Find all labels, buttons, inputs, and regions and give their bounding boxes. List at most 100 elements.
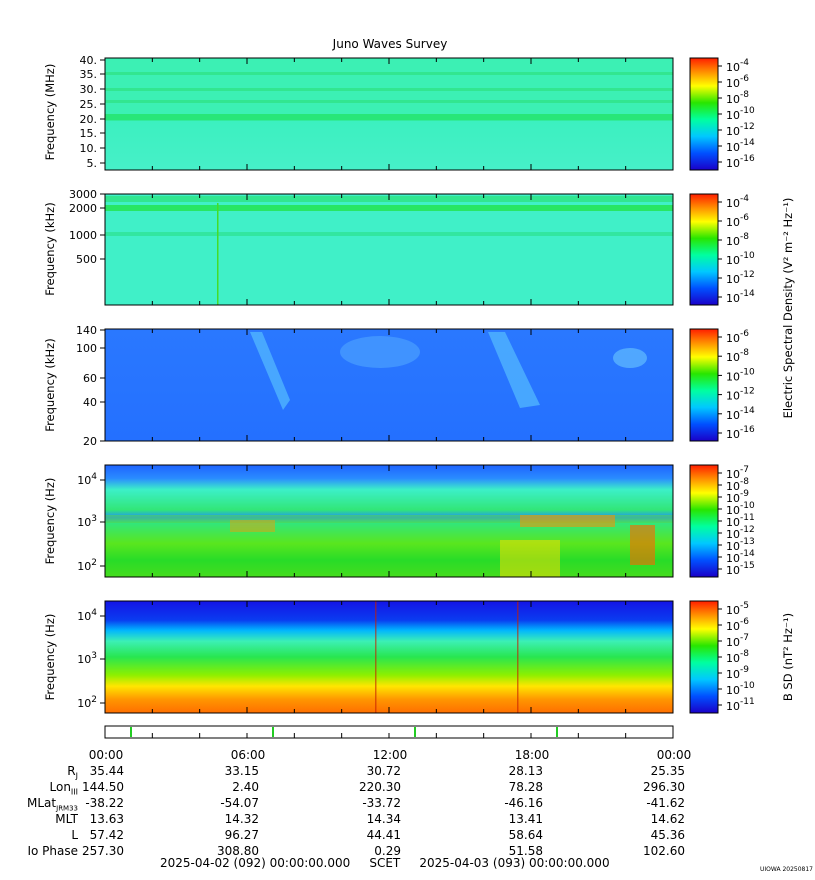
ephemeris-value: 58.64 bbox=[508, 828, 543, 842]
ephemeris-value: -41.62 bbox=[646, 796, 685, 810]
ephemeris-value: 96.27 bbox=[224, 828, 259, 842]
panel-1-ylabel: Frequency (MHz) bbox=[43, 64, 57, 161]
colorbar-tick-label: 10-7 bbox=[726, 633, 749, 649]
colorbars bbox=[689, 57, 719, 714]
colorbar-tick-label: 10-4 bbox=[726, 194, 749, 210]
panel-2-ylabel: Frequency (kHz) bbox=[43, 202, 57, 295]
y-tick-label: 10. bbox=[80, 142, 98, 155]
panel-5-spike bbox=[375, 601, 377, 713]
colorbar-tick-label: 10-10 bbox=[726, 501, 755, 517]
y-tick-label: 103 bbox=[77, 514, 97, 529]
panel-5 bbox=[104, 600, 674, 714]
panel-1-spectrogram bbox=[105, 58, 673, 170]
panel-4-emission bbox=[230, 520, 275, 532]
ephemeris-value: 57.42 bbox=[89, 828, 124, 842]
ephemeris-label-mlt: MLT bbox=[55, 812, 78, 826]
event-marker bbox=[414, 727, 416, 737]
y-tick-label: 103 bbox=[77, 651, 97, 666]
panel-3-feature bbox=[340, 336, 420, 368]
ephemeris-value: 14.32 bbox=[224, 812, 259, 826]
ephemeris-value: 308.80 bbox=[217, 844, 259, 858]
colorbar-tick-label: 10-15 bbox=[726, 561, 755, 577]
panel-1-band bbox=[105, 72, 673, 75]
time-label: 00:00 bbox=[656, 748, 692, 762]
colorbar-tick-label: 10-16 bbox=[726, 425, 755, 441]
colorbar-tick-label: 10-14 bbox=[726, 549, 755, 565]
y-tick-label: 20 bbox=[83, 435, 97, 448]
ephemeris-value: 78.28 bbox=[508, 780, 543, 794]
event-marker bbox=[272, 727, 274, 737]
ephemeris-value: 51.58 bbox=[508, 844, 543, 858]
colorbar-3 bbox=[689, 328, 719, 442]
time-range-footer: 2025-04-02 (092) 00:00:00.000 SCET 2025-… bbox=[160, 856, 610, 870]
panel-3-ylabel: Frequency (kHz) bbox=[43, 338, 57, 431]
colorbar-tick-label: 10-8 bbox=[726, 649, 749, 665]
chart-title: Juno Waves Survey bbox=[332, 37, 448, 51]
colorbar-tick-label: 10-5 bbox=[726, 601, 749, 617]
colorbar-tick-label: 10-12 bbox=[726, 525, 755, 541]
colorbar-tick-label: 10-8 bbox=[726, 477, 749, 493]
colorbar-tick-label: 10-12 bbox=[726, 122, 755, 138]
time-label: 12:00 bbox=[372, 748, 408, 762]
panel-2-band bbox=[105, 232, 673, 236]
colorbar-tick-label: 10-10 bbox=[726, 367, 755, 383]
panel-2-spike bbox=[217, 203, 219, 305]
colorbar-1 bbox=[689, 57, 719, 171]
panel-4-emission bbox=[500, 540, 560, 577]
ephemeris-label-io-phase: Io Phase bbox=[27, 844, 78, 858]
ephemeris-value: 220.30 bbox=[359, 780, 401, 794]
event-marker bbox=[130, 727, 132, 737]
ephemeris-value: 0.29 bbox=[374, 844, 401, 858]
time-label: 00:00 bbox=[88, 748, 124, 762]
panel-3-feature bbox=[488, 332, 540, 408]
panel-4-band bbox=[105, 515, 673, 523]
colorbar-tick-label: 10-12 bbox=[726, 270, 755, 286]
ephemeris-value: 257.30 bbox=[82, 844, 124, 858]
colorbar-tick-label: 10-4 bbox=[726, 58, 749, 74]
event-marker bbox=[556, 727, 558, 737]
colorbar-tick-label: 10-10 bbox=[726, 681, 755, 697]
colorbar-tick-label: 10-6 bbox=[726, 617, 749, 633]
y-tick-label: 102 bbox=[77, 695, 97, 710]
colorbar-tick-label: 10-8 bbox=[726, 348, 749, 364]
panel-4-emission bbox=[520, 515, 615, 527]
colorbar-tick-label: 10-12 bbox=[726, 387, 755, 403]
panel-2 bbox=[104, 193, 674, 306]
panel-1 bbox=[104, 57, 674, 171]
panel-3-feature bbox=[613, 348, 647, 368]
colorbar-tick-label: 10-8 bbox=[726, 90, 749, 106]
ephemeris-value: 296.30 bbox=[643, 780, 685, 794]
y-tick-label: 1000 bbox=[69, 229, 97, 242]
colorbar-tick-label: 10-16 bbox=[726, 154, 755, 170]
ephemeris-value: -46.16 bbox=[504, 796, 543, 810]
y-tick-label: 140 bbox=[76, 324, 97, 337]
ephemeris-value: 33.15 bbox=[224, 764, 259, 778]
colorbar-tick-label: 10-6 bbox=[726, 213, 749, 229]
ephemeris-value: 30.72 bbox=[366, 764, 401, 778]
panel-3 bbox=[104, 328, 674, 442]
ephemeris-value: 13.41 bbox=[508, 812, 543, 826]
y-tick-label: 60 bbox=[83, 372, 97, 385]
ephemeris-value: -33.72 bbox=[362, 796, 401, 810]
y-tick-label: 100 bbox=[76, 342, 97, 355]
ephemeris-value: 2.40 bbox=[232, 780, 259, 794]
ephemeris-value: 144.50 bbox=[82, 780, 124, 794]
colorbar-5 bbox=[689, 600, 719, 714]
colorbar-tick-label: 10-9 bbox=[726, 489, 749, 505]
time-label: 18:00 bbox=[514, 748, 550, 762]
colorbar-4 bbox=[689, 464, 719, 578]
ephemeris-value: 45.36 bbox=[650, 828, 685, 842]
panel-4-ylabel: Frequency (Hz) bbox=[43, 478, 57, 565]
ephemeris-label-l: L bbox=[71, 828, 78, 842]
colorbar-tick-label: 10-11 bbox=[726, 697, 755, 713]
panel-1-band bbox=[105, 88, 673, 91]
y-tick-label: 20. bbox=[80, 113, 98, 126]
ephemeris-value: -38.22 bbox=[85, 796, 124, 810]
y-tick-label: 25. bbox=[80, 98, 98, 111]
credit-label: UIOWA 20250817 bbox=[759, 866, 813, 873]
panel-4 bbox=[104, 464, 674, 578]
y-tick-label: 35. bbox=[80, 68, 98, 81]
ephemeris-label-lon: LonIII bbox=[49, 780, 79, 797]
panel-2-spectrogram bbox=[105, 194, 673, 305]
colorbar-tick-label: 10-8 bbox=[726, 232, 749, 248]
